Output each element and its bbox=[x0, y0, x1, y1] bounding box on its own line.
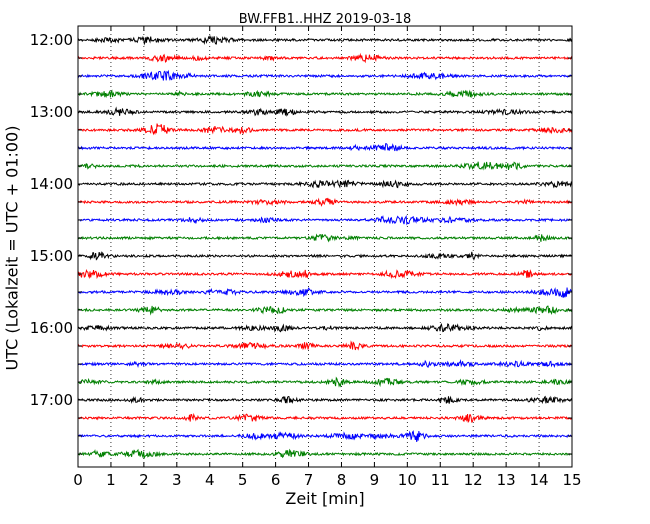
trace-1245 bbox=[77, 89, 573, 99]
trace-1300 bbox=[77, 106, 573, 117]
x-tick-label: 14 bbox=[530, 471, 549, 489]
grid-layer bbox=[110, 26, 540, 467]
trace-1615 bbox=[77, 340, 573, 351]
trace-1700 bbox=[77, 395, 573, 405]
x-tick-label: 12 bbox=[464, 471, 483, 489]
y-axis-label: UTC (Lokalzeit = UTC + 01:00) bbox=[2, 125, 22, 371]
trace-1530 bbox=[77, 287, 573, 298]
trace-1230 bbox=[77, 69, 573, 81]
x-tick-label: 10 bbox=[398, 471, 417, 489]
y-tick-label: 16:00 bbox=[30, 319, 73, 337]
trace-layer bbox=[77, 34, 573, 460]
y-tick-label: 13:00 bbox=[30, 103, 73, 121]
trace-1215 bbox=[77, 52, 573, 64]
trace-1545 bbox=[77, 305, 573, 316]
trace-1745 bbox=[77, 448, 573, 460]
x-tick-label: 3 bbox=[172, 471, 182, 489]
x-tick-label: 9 bbox=[370, 471, 380, 489]
x-tick-label: 4 bbox=[205, 471, 215, 489]
x-tick-label: 7 bbox=[304, 471, 314, 489]
y-axis: 12:00 13:00 14:00 15:00 16:00 17:00 bbox=[30, 31, 572, 455]
plot-frame bbox=[77, 25, 573, 468]
x-axis: 0 1 2 3 4 5 6 7 8 9 10 11 12 13 14 15 bbox=[73, 26, 582, 489]
trace-1315 bbox=[77, 123, 573, 136]
trace-1400 bbox=[77, 179, 573, 189]
x-tick-label: 2 bbox=[139, 471, 149, 489]
chart-title: BW.FFB1..HHZ 2019-03-18 bbox=[238, 12, 412, 27]
trace-1200 bbox=[77, 34, 573, 46]
y-tick-label: 15:00 bbox=[30, 247, 73, 265]
trace-1630 bbox=[77, 358, 573, 369]
y-tick-label: 12:00 bbox=[30, 31, 73, 49]
trace-1430 bbox=[77, 214, 573, 226]
x-tick-label: 5 bbox=[238, 471, 248, 489]
trace-1730 bbox=[77, 430, 573, 442]
trace-1345 bbox=[77, 161, 573, 171]
x-tick-label: 6 bbox=[271, 471, 281, 489]
x-tick-label: 13 bbox=[497, 471, 516, 489]
trace-1330 bbox=[77, 143, 573, 152]
x-tick-label: 1 bbox=[106, 471, 116, 489]
trace-1445 bbox=[77, 233, 573, 243]
x-tick-label: 8 bbox=[337, 471, 347, 489]
trace-1600 bbox=[77, 322, 573, 333]
x-axis-label: Zeit [min] bbox=[285, 489, 365, 508]
x-tick-label: 15 bbox=[562, 471, 581, 489]
trace-1500 bbox=[77, 250, 573, 261]
x-tick-label: 11 bbox=[431, 471, 450, 489]
trace-1715 bbox=[77, 412, 573, 424]
trace-1415 bbox=[77, 197, 573, 207]
trace-1645 bbox=[77, 376, 573, 388]
x-tick-label: 0 bbox=[73, 471, 83, 489]
trace-1515 bbox=[77, 268, 573, 280]
y-tick-label: 14:00 bbox=[30, 175, 73, 193]
y-tick-label: 17:00 bbox=[30, 391, 73, 409]
